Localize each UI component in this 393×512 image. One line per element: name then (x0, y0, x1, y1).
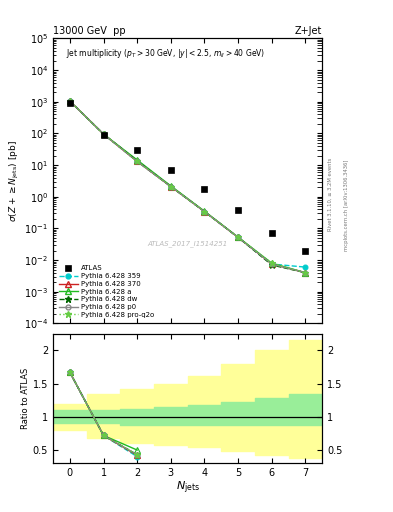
Pythia 6.428 370 (303, 270, 308, 276)
Text: ATLAS_2017_I1514251: ATLAS_2017_I1514251 (147, 240, 228, 247)
Text: mcplots.cern.ch [arXiv:1306.3436]: mcplots.cern.ch [arXiv:1306.3436] (344, 159, 349, 250)
Pythia 6.428 a (101, 131, 106, 137)
Pythia 6.428 370 (270, 261, 274, 267)
Pythia 6.428 pro-q2o (202, 208, 207, 215)
Pythia 6.428 359 (101, 131, 106, 137)
Pythia 6.428 p0 (202, 208, 207, 215)
Pythia 6.428 a (202, 208, 207, 214)
Pythia 6.428 p0 (270, 261, 274, 267)
Pythia 6.428 p0 (68, 98, 72, 104)
Pythia 6.428 dw (270, 262, 274, 268)
Pythia 6.428 pro-q2o (270, 260, 274, 266)
ATLAS (303, 247, 308, 253)
Pythia 6.428 370 (101, 131, 106, 137)
Pythia 6.428 359 (236, 234, 241, 241)
Y-axis label: $\sigma(Z + \geq N_{\rm jets})$ [pb]: $\sigma(Z + \geq N_{\rm jets})$ [pb] (8, 140, 21, 222)
X-axis label: $N_{\rm jets}$: $N_{\rm jets}$ (176, 480, 200, 496)
Pythia 6.428 370 (169, 183, 173, 189)
Pythia 6.428 359 (169, 183, 173, 189)
ATLAS (101, 132, 106, 138)
ATLAS (135, 147, 140, 153)
Pythia 6.428 dw (68, 98, 72, 104)
ATLAS (236, 207, 241, 213)
ATLAS (202, 186, 207, 193)
Text: 13000 GeV  pp: 13000 GeV pp (53, 26, 126, 36)
Text: Rivet 3.1.10, ≥ 3.2M events: Rivet 3.1.10, ≥ 3.2M events (328, 158, 333, 231)
Pythia 6.428 370 (202, 208, 207, 215)
Pythia 6.428 dw (236, 234, 241, 241)
Pythia 6.428 370 (236, 234, 241, 241)
Line: ATLAS: ATLAS (66, 100, 309, 254)
Pythia 6.428 359 (202, 208, 207, 215)
Pythia 6.428 359 (270, 261, 274, 267)
Pythia 6.428 a (270, 260, 274, 266)
ATLAS (68, 100, 72, 106)
Pythia 6.428 dw (303, 270, 308, 276)
Pythia 6.428 pro-q2o (101, 131, 106, 137)
Y-axis label: Ratio to ATLAS: Ratio to ATLAS (21, 368, 30, 429)
ATLAS (169, 167, 173, 173)
ATLAS (270, 230, 274, 237)
Pythia 6.428 359 (68, 98, 72, 104)
Pythia 6.428 pro-q2o (169, 183, 173, 189)
Pythia 6.428 p0 (236, 234, 241, 241)
Pythia 6.428 a (135, 157, 140, 163)
Line: Pythia 6.428 p0: Pythia 6.428 p0 (68, 99, 308, 275)
Text: Jet multiplicity ($p_T > 30$ GeV, $|y| < 2.5$, $m_{ll} > 40$ GeV): Jet multiplicity ($p_T > 30$ GeV, $|y| <… (66, 47, 266, 60)
Pythia 6.428 a (68, 98, 72, 104)
Pythia 6.428 dw (202, 208, 207, 215)
Pythia 6.428 dw (135, 158, 140, 164)
Pythia 6.428 pro-q2o (236, 234, 241, 241)
Pythia 6.428 p0 (101, 131, 106, 137)
Pythia 6.428 a (303, 270, 308, 276)
Pythia 6.428 p0 (169, 183, 173, 189)
Pythia 6.428 pro-q2o (68, 98, 72, 104)
Line: Pythia 6.428 a: Pythia 6.428 a (67, 98, 308, 275)
Pythia 6.428 p0 (135, 158, 140, 164)
Pythia 6.428 pro-q2o (135, 158, 140, 164)
Pythia 6.428 a (169, 183, 173, 189)
Pythia 6.428 359 (135, 158, 140, 164)
Pythia 6.428 a (236, 234, 241, 240)
Text: Z+Jet: Z+Jet (295, 26, 322, 36)
Pythia 6.428 dw (169, 183, 173, 189)
Pythia 6.428 pro-q2o (303, 270, 308, 276)
Line: Pythia 6.428 dw: Pythia 6.428 dw (66, 98, 309, 276)
Legend: ATLAS, Pythia 6.428 359, Pythia 6.428 370, Pythia 6.428 a, Pythia 6.428 dw, Pyth: ATLAS, Pythia 6.428 359, Pythia 6.428 37… (57, 263, 156, 320)
Pythia 6.428 dw (101, 131, 106, 137)
Pythia 6.428 370 (68, 98, 72, 104)
Pythia 6.428 p0 (303, 270, 308, 276)
Pythia 6.428 359 (303, 264, 308, 270)
Line: Pythia 6.428 370: Pythia 6.428 370 (67, 98, 308, 275)
Line: Pythia 6.428 pro-q2o: Pythia 6.428 pro-q2o (66, 98, 309, 276)
Pythia 6.428 370 (135, 158, 140, 164)
Line: Pythia 6.428 359: Pythia 6.428 359 (68, 99, 308, 269)
